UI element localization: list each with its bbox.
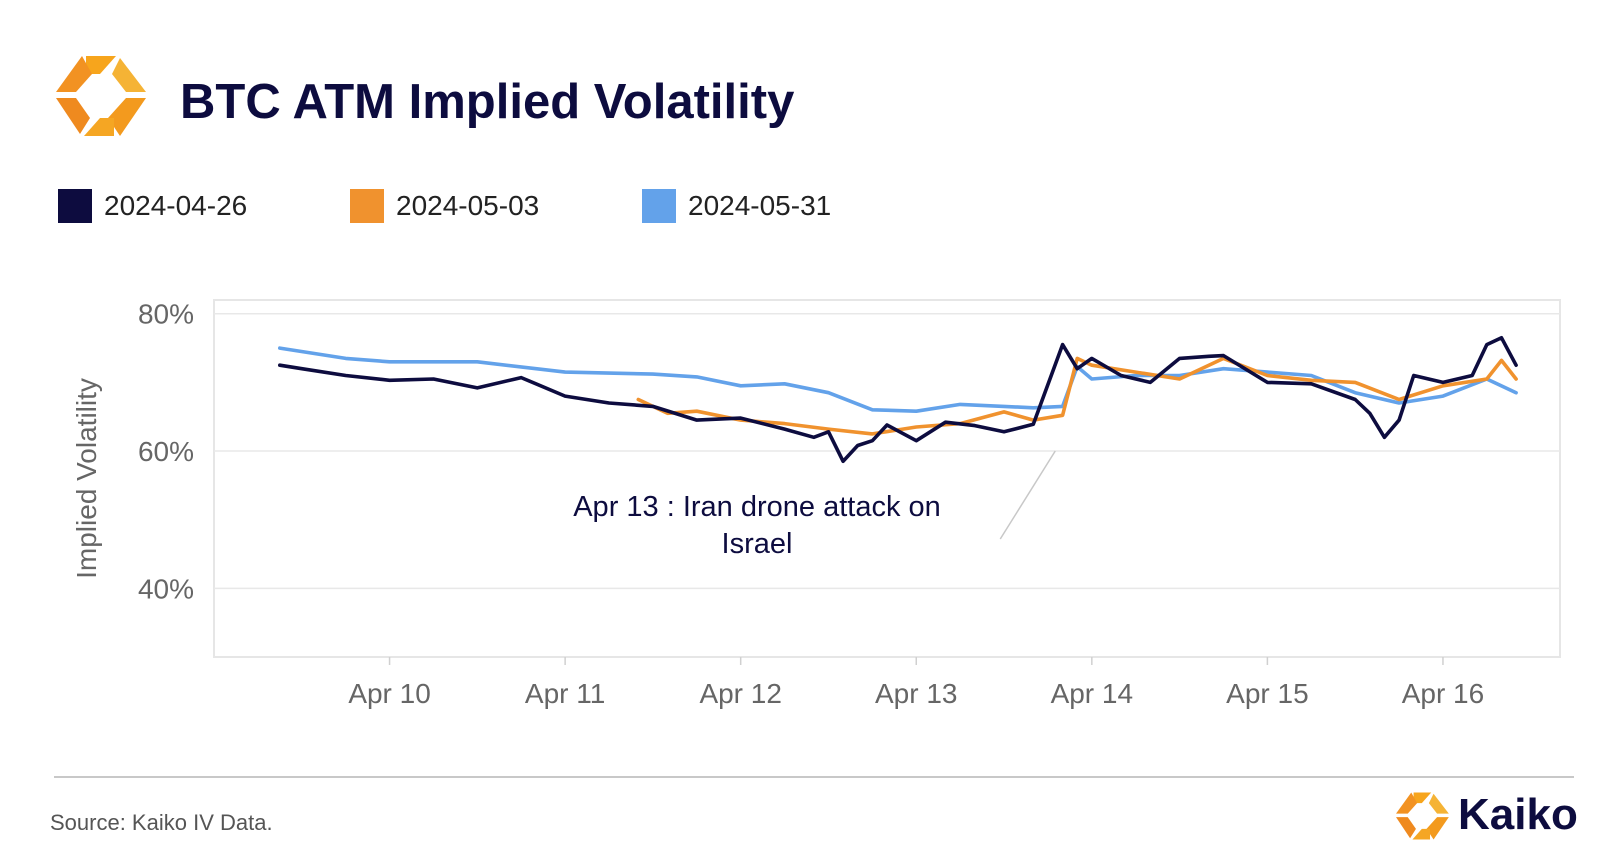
y-axis-label: Implied Volatility — [71, 378, 102, 579]
chart-legend: 2024-04-26 2024-05-03 2024-05-31 — [58, 188, 958, 228]
annotation-leader-line — [999, 450, 1056, 540]
legend-item: 2024-05-03 — [350, 188, 539, 224]
series-line-2024-05-03 — [636, 356, 1518, 436]
x-tick-label: Apr 11 — [525, 678, 605, 709]
legend-swatch — [58, 189, 92, 223]
plot-frame — [213, 299, 1561, 658]
x-tick-label: Apr 10 — [348, 678, 431, 709]
kaiko-hexagon-logo-icon — [56, 56, 146, 136]
legend-item: 2024-05-31 — [642, 188, 831, 224]
x-tick-label: Apr 16 — [1402, 678, 1485, 709]
chart-header: BTC ATM Implied Volatility — [56, 52, 956, 142]
annotation-text: Israel — [722, 528, 793, 560]
legend-item: 2024-04-26 — [58, 188, 247, 224]
y-tick-label: 40% — [138, 573, 194, 604]
y-tick-label: 60% — [138, 436, 194, 467]
legend-swatch — [642, 189, 676, 223]
x-tick-label: Apr 13 — [875, 678, 958, 709]
brand-wordmark: Kaiko — [1458, 790, 1578, 839]
legend-label: 2024-05-03 — [396, 190, 540, 221]
source-note: Source: Kaiko IV Data. — [50, 810, 273, 835]
line-chart: 40% 60% 80% Apr 10 Apr 11 Apr 12 Apr 13 Apr 14 A… — [71, 299, 1561, 709]
x-tick-label: Apr 14 — [1051, 678, 1134, 709]
chart-title: BTC ATM Implied Volatility — [180, 75, 795, 129]
kaiko-brand: Kaiko — [1396, 788, 1578, 848]
series-line-2024-04-26 — [277, 336, 1518, 464]
kaiko-brand-logo-icon — [1396, 792, 1449, 840]
annotation-text: Apr 13 : Iran drone attack on — [573, 491, 941, 523]
x-tick-label: Apr 15 — [1226, 678, 1309, 709]
footer-divider — [54, 776, 1574, 778]
y-tick-label: 80% — [138, 299, 194, 330]
x-tick-label: Apr 12 — [699, 678, 782, 709]
legend-swatch — [350, 189, 384, 223]
legend-label: 2024-04-26 — [104, 190, 248, 221]
legend-label: 2024-05-31 — [688, 190, 832, 221]
series-line-2024-05-31 — [277, 346, 1518, 413]
